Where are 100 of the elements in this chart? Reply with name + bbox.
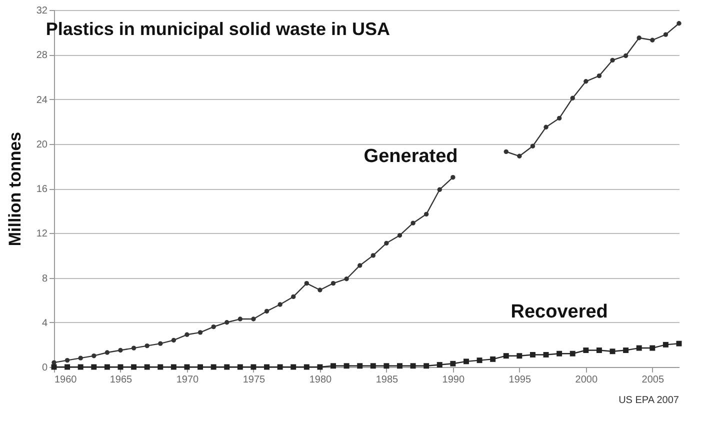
point — [570, 350, 576, 356]
point — [317, 364, 323, 370]
series-label: Generated — [364, 146, 458, 167]
point — [556, 116, 562, 121]
point — [330, 280, 336, 286]
point — [516, 353, 522, 359]
point — [596, 348, 602, 354]
point — [277, 364, 283, 370]
point — [610, 58, 615, 63]
x-tick-label: 1985 — [376, 374, 399, 386]
y-tick-label: 24 — [36, 94, 48, 106]
x-tick-label: 1995 — [508, 374, 532, 386]
point — [650, 38, 655, 42]
point — [184, 332, 190, 337]
point — [250, 364, 256, 370]
point — [370, 253, 376, 258]
text: US EPA 2007 — [618, 395, 680, 406]
point — [158, 341, 163, 346]
point — [237, 364, 243, 370]
point — [210, 364, 216, 370]
point — [410, 220, 416, 226]
x-tick-label: 1960 — [54, 374, 78, 386]
point — [264, 308, 270, 314]
point — [278, 302, 282, 307]
point — [344, 363, 350, 369]
point — [198, 330, 203, 335]
point — [676, 340, 682, 346]
point — [584, 79, 588, 84]
point — [158, 364, 164, 370]
point — [64, 364, 70, 370]
point — [131, 364, 137, 370]
point — [570, 96, 575, 100]
point — [251, 316, 256, 322]
point — [344, 276, 349, 282]
point — [224, 320, 230, 325]
point — [144, 343, 150, 348]
point — [78, 356, 83, 360]
point — [170, 364, 176, 370]
text: Plastics in municipal solid waste in USA — [46, 19, 390, 39]
point — [544, 124, 548, 130]
point — [52, 360, 56, 365]
point — [104, 364, 110, 370]
point — [330, 363, 336, 369]
point — [318, 288, 322, 292]
point — [530, 144, 536, 148]
point — [450, 360, 456, 366]
point — [384, 240, 389, 246]
point — [437, 187, 442, 192]
y-tick-label: 4 — [42, 318, 48, 329]
point — [503, 353, 509, 359]
y-tick-label: 12 — [36, 228, 48, 240]
point — [304, 280, 310, 286]
point — [91, 364, 97, 370]
y-tick-label: 8 — [42, 273, 48, 284]
x-tick-label: 1970 — [176, 374, 200, 386]
point — [384, 363, 390, 369]
y-tick-label: 32 — [36, 6, 48, 16]
point — [78, 364, 84, 370]
point — [650, 345, 656, 351]
point — [530, 352, 536, 358]
point — [556, 350, 562, 356]
point — [184, 364, 190, 370]
point — [291, 294, 296, 300]
series-label: Recovered — [510, 301, 608, 322]
point — [238, 316, 243, 322]
x-tick-label: 2005 — [642, 374, 664, 386]
x-tick-label: 2000 — [575, 374, 598, 386]
point — [104, 350, 110, 355]
point — [358, 263, 362, 268]
point — [676, 21, 682, 26]
point — [198, 364, 204, 370]
point — [64, 358, 70, 363]
point — [144, 364, 150, 370]
x-tick-label: 1980 — [309, 374, 332, 386]
point — [663, 32, 668, 37]
point — [118, 348, 123, 353]
point — [490, 356, 496, 362]
point — [517, 154, 522, 158]
point — [290, 364, 296, 370]
y-tick-label: 20 — [36, 139, 48, 150]
point — [357, 363, 363, 369]
point — [662, 342, 668, 348]
point — [410, 363, 416, 369]
point — [436, 362, 442, 368]
y-axis-title: Million tonnes — [5, 132, 24, 246]
point — [504, 149, 508, 154]
point — [623, 348, 629, 354]
point — [397, 363, 402, 369]
point — [92, 354, 96, 358]
point — [171, 338, 176, 343]
y-tick-label: 28 — [36, 50, 48, 62]
point — [623, 53, 628, 58]
point — [397, 233, 402, 238]
point — [636, 345, 642, 351]
x-tick-label: 1990 — [442, 374, 465, 386]
point — [211, 324, 216, 330]
y-tick-label: 16 — [36, 184, 48, 195]
point — [304, 364, 310, 370]
point — [264, 364, 270, 370]
point — [463, 358, 469, 364]
